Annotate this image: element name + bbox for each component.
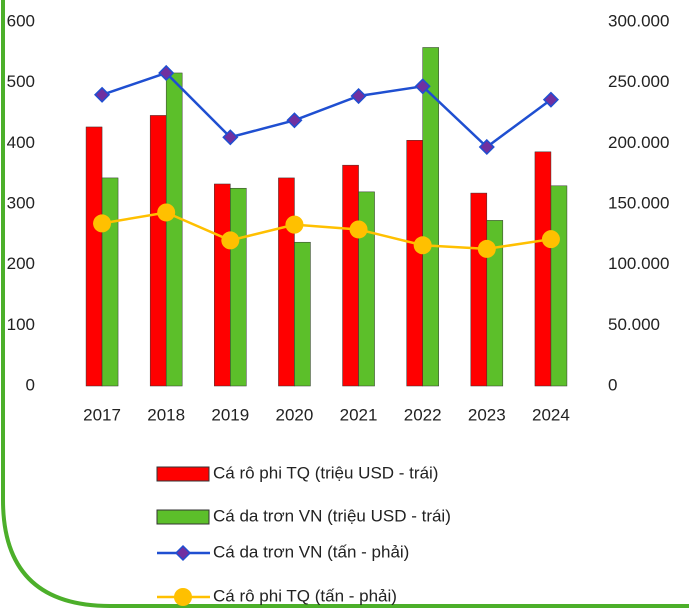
y-tick-label: 600: [7, 11, 35, 30]
legend-label: Cá rô phi TQ (triệu USD - trái): [213, 463, 438, 482]
bar: [358, 191, 375, 387]
legend-swatch: [156, 466, 210, 482]
bar: [470, 192, 488, 387]
bar: [422, 47, 439, 387]
y2-tick-label: 50.000: [608, 315, 660, 334]
bar: [230, 187, 247, 387]
legend-label: Cá da trơn VN (tấn - phải): [213, 542, 409, 561]
line: [101, 71, 552, 149]
point: [413, 236, 432, 255]
bar: [278, 177, 295, 387]
x-tick-label: 2022: [404, 405, 442, 424]
legend-label: Cá da trơn VN (triệu USD - trái): [213, 506, 451, 525]
bar: [342, 164, 359, 387]
y2-tick-label: 250.000: [608, 72, 669, 91]
bar: [165, 72, 183, 387]
legend-label: Cá rô phi TQ (tấn - phải): [213, 586, 397, 605]
x-tick-label: 2020: [276, 405, 314, 424]
y-tick-label: 200: [7, 254, 35, 273]
bar: [101, 177, 119, 387]
point: [477, 239, 496, 258]
bar: [85, 126, 103, 387]
y-tick-label: 300: [7, 193, 35, 212]
y2-tick-label: 100.000: [608, 254, 669, 273]
bar: [486, 220, 504, 387]
bar: [534, 151, 552, 387]
y-tick-label: 100: [7, 315, 35, 334]
y-tick-label: 500: [7, 72, 35, 91]
x-tick-label: 2021: [340, 405, 378, 424]
point: [158, 64, 175, 82]
bar: [149, 115, 167, 387]
point: [349, 220, 368, 239]
x-tick-label: 2017: [83, 405, 121, 424]
bar: [406, 140, 423, 387]
x-tick-label: 2018: [147, 405, 185, 424]
legend-swatch: [156, 509, 210, 525]
point: [542, 91, 559, 108]
point: [157, 203, 176, 222]
point: [221, 231, 240, 250]
y2-tick-label: 200.000: [608, 133, 669, 152]
x-tick-label: 2023: [468, 405, 506, 424]
legend-marker: [174, 544, 192, 562]
bar: [294, 241, 311, 387]
line: [101, 211, 552, 251]
x-tick-label: 2024: [532, 405, 570, 424]
point: [541, 230, 560, 249]
y2-tick-label: 300.000: [608, 11, 669, 30]
legend-marker: [174, 588, 192, 606]
y-tick-label: 0: [26, 375, 35, 394]
point: [478, 138, 495, 156]
bar: [214, 183, 231, 387]
point: [286, 112, 303, 129]
y2-tick-label: 0: [608, 375, 617, 394]
point: [94, 86, 111, 103]
point: [414, 78, 431, 95]
x-tick-label: 2019: [211, 405, 249, 424]
point: [350, 87, 367, 105]
bar: [550, 185, 568, 387]
point: [222, 129, 239, 146]
point: [93, 214, 112, 233]
y-tick-label: 400: [7, 133, 35, 152]
y2-tick-label: 150.000: [608, 193, 669, 212]
point: [285, 215, 304, 234]
